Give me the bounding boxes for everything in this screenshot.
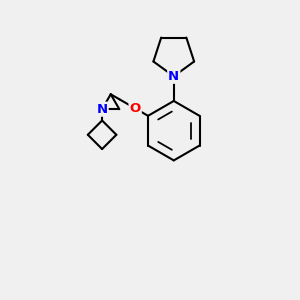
Text: N: N — [168, 70, 179, 83]
Text: O: O — [130, 102, 141, 115]
Text: N: N — [97, 103, 108, 116]
